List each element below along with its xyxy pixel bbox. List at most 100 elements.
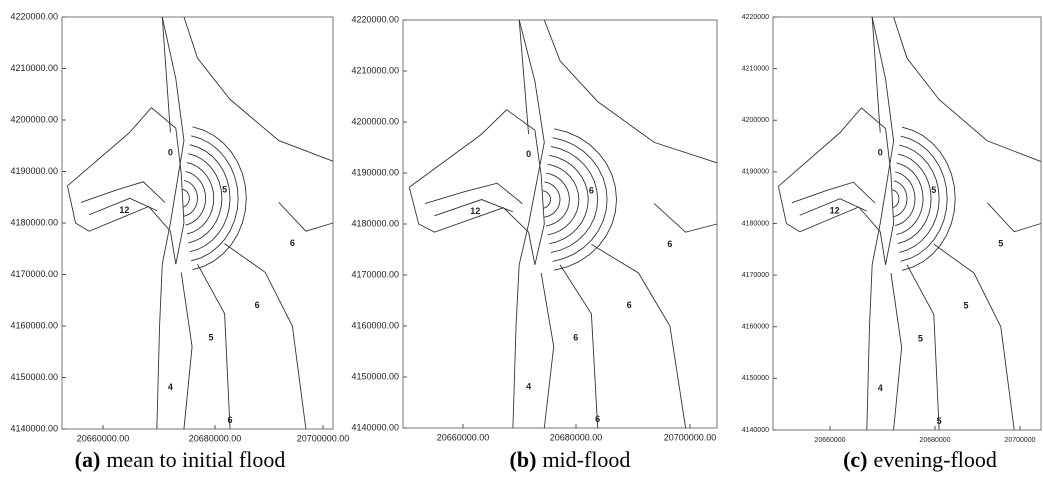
caption-text: mean to initial flood [106,447,285,472]
x-tick-label: 20660000 [814,437,845,444]
plot-frame [402,19,718,429]
contour-line [554,128,617,271]
contour-line [987,202,1042,233]
contour-line [161,16,171,133]
x-tick-label: 20700000 [1004,437,1035,444]
plot-frame [61,16,334,430]
contour-line [893,16,1042,162]
contour-line [278,202,334,232]
y-tick-label: 4180000.00 [10,217,58,227]
contour-line [591,244,687,429]
y-tick-label: 4160000.00 [351,320,399,330]
contour-line [544,181,561,218]
contour-line [182,188,190,208]
y-tick-label: 4190000.00 [351,167,399,177]
contour-line [896,162,924,235]
contour-line [183,179,198,217]
y-tick-label: 4180000.00 [351,218,399,228]
contour-line [183,16,334,162]
y-tick-label: 4210000.00 [10,63,58,73]
map-panel: 4220000 4210000 4200000 4190000 4180000 41700… [742,14,1042,472]
contour-label: 4 [526,382,531,392]
contour-line [192,126,247,271]
contour-label: 0 [526,149,531,159]
contour-line [197,263,231,430]
contour-line [156,16,185,430]
contour-label: 0 [168,147,173,157]
y-tick-label: 4200000.00 [351,116,399,126]
y-tick-label: 4210000.00 [351,65,399,75]
contour-label: 6 [667,239,672,249]
x-tick-label: 20660000.00 [437,432,490,442]
contour-label: 0 [878,148,883,158]
caption: (c) evening-flood [843,447,997,472]
contour-line [899,144,940,253]
y-tick-label: 4210000 [742,65,769,72]
contour-line [542,190,552,209]
caption-label: (c) [843,447,867,472]
caption: (a) mean to initial flood [75,447,286,472]
y-tick-label: 4150000.00 [10,372,58,382]
contour-label: 6 [290,238,295,248]
contour-line [424,182,523,205]
contour-line [186,162,215,235]
contour-line [653,203,718,233]
contour-line [890,272,903,431]
contour-line [88,197,158,216]
y-tick-label: 4190000.00 [10,166,58,176]
contour-line [224,243,307,430]
contour-line [185,171,207,226]
contour-label: 5 [918,334,923,344]
contour-line [408,109,545,265]
contour-line [799,198,867,216]
contour-line [559,264,599,429]
contour-line [900,135,948,262]
contour-label: 4 [168,382,173,392]
y-tick-label: 4190000 [742,169,769,176]
plot-frame [772,16,1042,431]
y-tick-label: 4170000 [742,272,769,279]
x-tick-label: 20700000.00 [664,432,717,442]
y-tick-label: 4220000 [742,14,769,21]
y-tick-label: 4160000.00 [10,320,58,330]
contour-label: 5 [963,300,968,310]
contour-label: 5 [998,239,1003,249]
contour-label: 5 [937,416,942,426]
contour-line [188,153,223,244]
map-panel: 4220000.00 4210000.00 4200000.00 4190000.00… [10,11,349,472]
x-tick-label: 20660000.00 [77,433,130,443]
caption-text: mid-flood [542,447,630,472]
contour-line [892,189,900,209]
y-tick-label: 4150000.00 [351,371,399,381]
contour-line [777,107,895,265]
contour-line [933,243,1015,431]
contour-line [66,107,185,265]
y-tick-label: 4200000.00 [10,114,58,124]
contour-label: 6 [228,415,233,425]
contour-line [434,199,514,217]
contour-line [545,172,570,227]
contour-label: 5 [222,184,227,194]
contour-label: 6 [627,300,632,310]
y-tick-label: 4170000.00 [10,269,58,279]
contour-line [906,264,940,431]
y-tick-label: 4220000.00 [351,14,399,24]
contour-label: 4 [878,383,883,393]
contour-line [550,146,599,253]
x-tick-label: 20680000 [919,437,950,444]
contour-line [80,181,166,203]
contour-line [180,272,193,430]
contour-line [871,16,881,133]
contour-label: 12 [830,205,840,215]
caption-label: (a) [75,447,101,472]
y-tick-label: 4200000 [742,117,769,124]
y-tick-label: 4160000 [742,324,769,331]
y-tick-label: 4220000.00 [10,11,58,21]
contour-line [901,126,956,271]
contour-line [547,163,580,236]
contour-line [512,19,545,429]
contour-label: 6 [255,300,260,310]
contour-line [518,19,530,135]
contour-line [190,135,239,262]
